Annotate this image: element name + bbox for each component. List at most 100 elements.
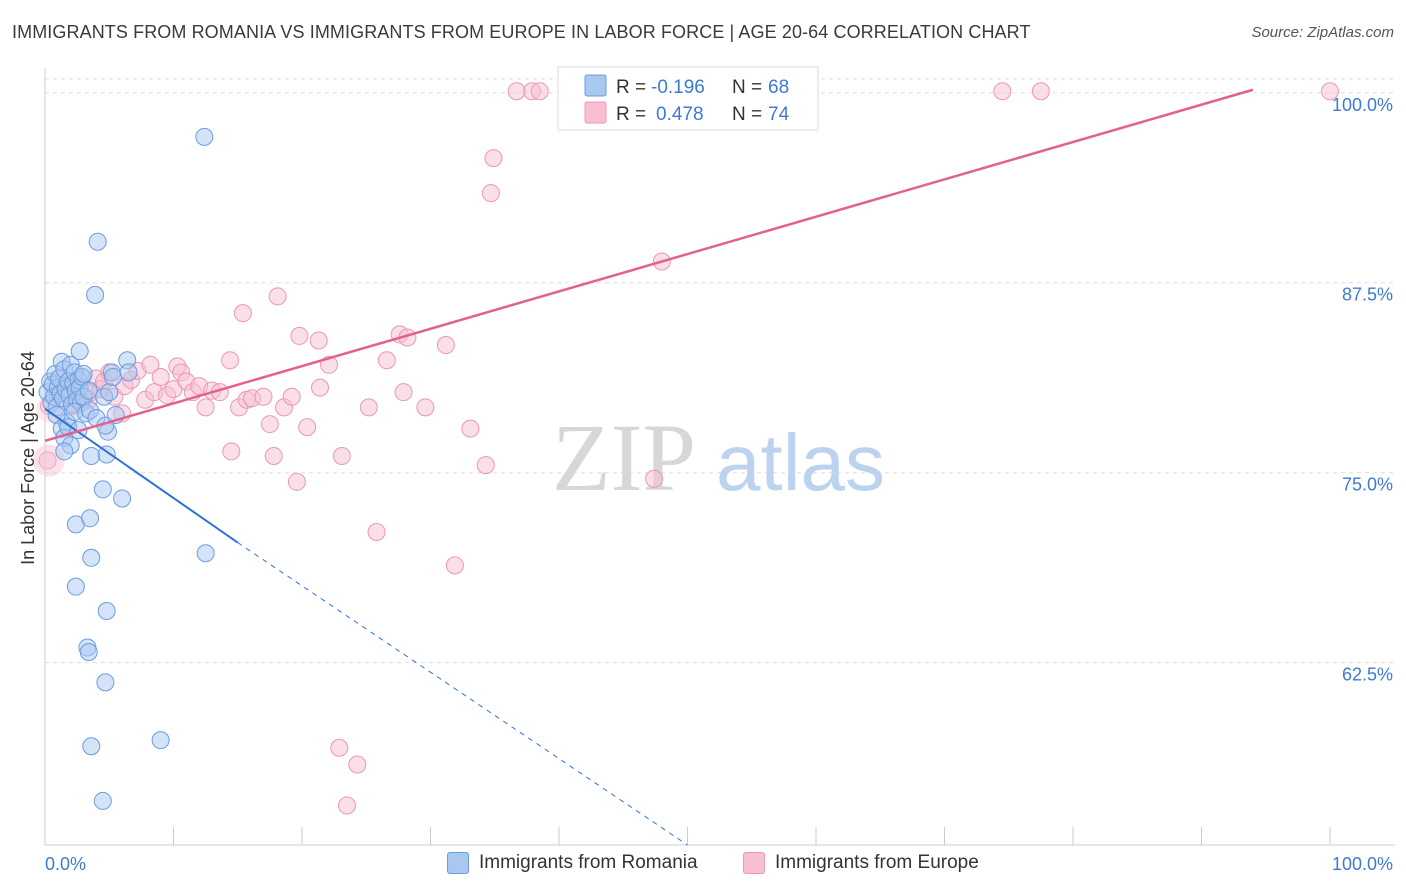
europe-point-60 xyxy=(476,456,495,475)
legend-europe-n-label: N = xyxy=(732,104,762,125)
legend-romania-r-label: R = xyxy=(616,77,646,98)
europe-point-52 xyxy=(377,351,396,370)
romania-point-40 xyxy=(82,446,101,465)
europe-point-35 xyxy=(233,304,252,323)
europe-point-41 xyxy=(268,287,287,306)
europe-trend-line xyxy=(44,88,1254,442)
romania-point-35 xyxy=(70,342,89,361)
y-tick-label-0: 62.5% xyxy=(1342,665,1393,685)
legend-romania-n-label: N = xyxy=(732,77,762,98)
watermark-atlas: atlas xyxy=(716,418,885,507)
europe-point-48 xyxy=(310,378,329,397)
europe-point-43 xyxy=(282,387,301,406)
europe-point-74 xyxy=(1031,82,1050,101)
europe-point-64 xyxy=(530,82,549,101)
romania-point-61 xyxy=(66,577,85,596)
europe-point-58 xyxy=(445,556,464,575)
europe-point-73 xyxy=(993,82,1012,101)
romania-point-64 xyxy=(79,643,98,662)
europe-point-40 xyxy=(264,446,283,465)
europe-point-76 xyxy=(645,469,664,488)
romania-point-57 xyxy=(113,489,132,508)
europe-point-75 xyxy=(1321,82,1339,101)
y-tick-label-2: 87.5% xyxy=(1342,285,1393,305)
romania-points xyxy=(38,127,215,810)
axes xyxy=(44,68,1395,846)
europe-point-79 xyxy=(337,796,356,815)
europe-point-39 xyxy=(260,415,279,434)
legend-romania-n-value: 68 xyxy=(768,77,789,98)
europe-point-45 xyxy=(290,326,309,345)
europe-point-38 xyxy=(254,387,273,406)
legend-romania-r-value: -0.196 xyxy=(651,77,705,98)
romania-point-62 xyxy=(97,601,116,620)
europe-point-62 xyxy=(484,149,503,168)
romania-point-47 xyxy=(100,383,119,402)
legend-europe-label: Immigrants from Europe xyxy=(775,852,979,873)
europe-point-56 xyxy=(416,398,435,417)
watermark: ZIP atlas xyxy=(552,404,885,511)
source-credit: Source: ZipAtlas.com xyxy=(1251,24,1394,41)
europe-point-61 xyxy=(481,184,500,203)
romania-point-69 xyxy=(196,544,215,563)
europe-point-19 xyxy=(141,355,160,374)
romania-trend-extension xyxy=(237,542,688,846)
romania-point-59 xyxy=(88,232,107,251)
legend-item-europe[interactable]: Immigrants from Europe xyxy=(743,852,979,874)
europe-point-51 xyxy=(359,398,378,417)
y-tick-label-1: 75.0% xyxy=(1342,475,1393,495)
y-tick-labels: 62.5% 75.0% 87.5% 100.0% xyxy=(1332,95,1393,685)
x-tick-label-0: 0.0% xyxy=(45,854,86,874)
romania-point-66 xyxy=(151,731,170,750)
romania-point-38 xyxy=(79,381,98,400)
europe-point-77 xyxy=(367,522,386,541)
europe-point-32 xyxy=(222,442,241,461)
romania-point-44 xyxy=(97,445,116,464)
europe-point-80 xyxy=(348,755,367,774)
romania-point-58 xyxy=(195,127,214,146)
romania-point-53 xyxy=(82,548,101,567)
romania-point-65 xyxy=(96,673,115,692)
romania-point-52 xyxy=(119,363,138,382)
romania-point-50 xyxy=(104,367,123,386)
europe-point-46 xyxy=(298,418,317,437)
europe-point-65 xyxy=(507,82,526,101)
legend-europe-swatch xyxy=(584,101,607,124)
romania-point-55 xyxy=(80,509,99,528)
europe-point-47 xyxy=(309,331,328,350)
series-legend: Immigrants from Romania Immigrants from … xyxy=(0,850,1406,880)
legend-europe-r-label: R = xyxy=(616,104,646,125)
romania-swatch xyxy=(447,852,469,874)
y-tick-label-3: 100.0% xyxy=(1332,95,1393,115)
legend-romania-label: Immigrants from Romania xyxy=(479,852,698,873)
europe-point-78 xyxy=(330,738,349,757)
romania-point-68 xyxy=(93,791,112,810)
europe-point-21 xyxy=(151,367,170,386)
trend-lines xyxy=(44,88,1254,846)
romania-point-36 xyxy=(74,364,93,383)
romania-point-56 xyxy=(93,480,112,499)
legend-item-romania[interactable]: Immigrants from Romania xyxy=(447,852,698,874)
europe-point-50 xyxy=(332,446,351,465)
europe-point-59 xyxy=(461,419,480,438)
romania-point-67 xyxy=(82,737,101,756)
europe-point-57 xyxy=(436,336,455,355)
watermark-zip: ZIP xyxy=(552,404,696,511)
chart-title: IMMIGRANTS FROM ROMANIA VS IMMIGRANTS FR… xyxy=(12,22,1031,42)
europe-point-0 xyxy=(38,451,57,470)
europe-point-33 xyxy=(221,351,240,370)
europe-point-29 xyxy=(196,398,215,417)
europe-point-44 xyxy=(287,472,306,491)
x-tick-label-1: 100.0% xyxy=(1332,854,1393,874)
romania-point-42 xyxy=(55,442,74,461)
grid-lines xyxy=(45,78,1395,664)
romania-point-60 xyxy=(86,285,105,304)
legend-europe-r-value: 0.478 xyxy=(656,104,704,125)
correlation-legend: R = -0.196 N = 68 R = 0.478 N = 74 xyxy=(557,66,819,131)
x-tick-labels: 0.0% 100.0% xyxy=(45,854,1393,874)
europe-point-54 xyxy=(394,383,413,402)
europe-swatch xyxy=(743,852,765,874)
legend-europe-n-value: 74 xyxy=(768,104,790,125)
legend-romania-swatch xyxy=(584,74,607,97)
